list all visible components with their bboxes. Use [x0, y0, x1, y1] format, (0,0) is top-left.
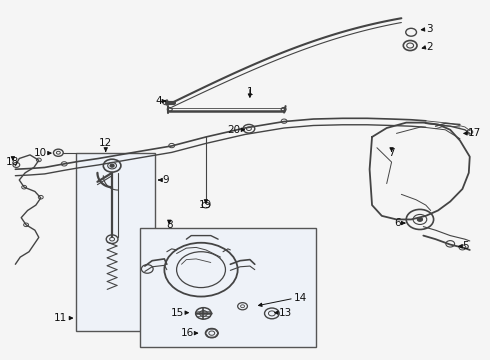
Text: 11: 11 [53, 313, 67, 323]
Text: 5: 5 [463, 241, 469, 251]
Text: 20: 20 [227, 125, 240, 135]
Text: 3: 3 [426, 24, 432, 35]
Text: 7: 7 [388, 148, 395, 158]
Circle shape [110, 164, 114, 167]
Text: 17: 17 [467, 129, 481, 138]
Bar [76, 153, 155, 330]
Text: 8: 8 [166, 220, 172, 230]
Text: 18: 18 [6, 157, 20, 167]
Text: 13: 13 [279, 308, 293, 318]
Text: 12: 12 [99, 138, 112, 148]
Text: 15: 15 [171, 308, 184, 318]
Text: 2: 2 [426, 42, 432, 52]
Text: 4: 4 [155, 96, 162, 106]
Circle shape [417, 218, 422, 221]
Text: 16: 16 [180, 328, 194, 338]
Text: 9: 9 [162, 175, 169, 185]
Text: 6: 6 [395, 218, 401, 228]
Bar [140, 228, 316, 347]
Text: 14: 14 [294, 293, 307, 303]
Text: 1: 1 [246, 87, 253, 97]
Text: 10: 10 [34, 148, 47, 158]
Text: 19: 19 [199, 200, 213, 210]
